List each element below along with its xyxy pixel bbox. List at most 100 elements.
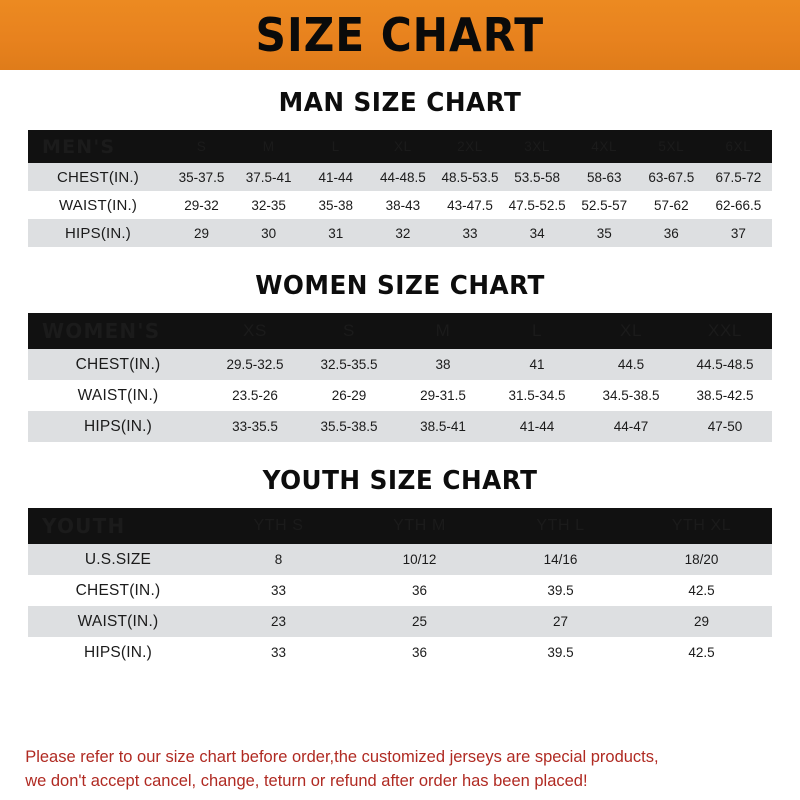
table-row: CHEST(IN.) 29.5-32.5 32.5-35.5 38 41 44.… bbox=[28, 349, 772, 380]
youth-cell: 33 bbox=[270, 583, 287, 598]
youth-size-header: YTH L bbox=[536, 517, 585, 534]
men-cell: 35-37.5 bbox=[178, 169, 225, 185]
men-table-body: CHEST(IN.) 35-37.5 37.5-41 41-44 44-48.5… bbox=[28, 163, 772, 247]
women-cell: 29-31.5 bbox=[420, 388, 466, 403]
youth-cell: 39.5 bbox=[547, 645, 574, 660]
men-row-label: HIPS(IN.) bbox=[65, 224, 131, 242]
table-row: HIPS(IN.) 29 30 31 32 33 34 35 36 37 bbox=[28, 219, 772, 247]
women-cell: 34.5-38.5 bbox=[602, 388, 660, 403]
table-row: WAIST(IN.) 23 25 27 29 bbox=[28, 606, 772, 637]
men-cell: 29 bbox=[194, 225, 210, 241]
men-size-header: S bbox=[196, 139, 207, 154]
women-size-header: XL bbox=[620, 321, 642, 340]
youth-cell: 36 bbox=[411, 583, 428, 598]
youth-row-label: CHEST(IN.) bbox=[75, 581, 161, 599]
table-row: U.S.SIZE 8 10/12 14/16 18/20 bbox=[28, 544, 772, 575]
section-men: MAN SIZE CHART MEN'S S M L XL 2XL 3XL 4X… bbox=[0, 70, 800, 247]
youth-row-label: U.S.SIZE bbox=[84, 550, 152, 568]
men-header-row: MEN'S S M L XL 2XL 3XL 4XL 5XL 6XL bbox=[28, 130, 772, 163]
men-size-header: 5XL bbox=[658, 139, 685, 154]
men-size-header: 2XL bbox=[457, 139, 483, 154]
women-size-header: M bbox=[435, 321, 451, 340]
women-cell: 38 bbox=[435, 357, 451, 372]
footer-disclaimer: Please refer to our size chart before or… bbox=[0, 745, 776, 794]
men-cell: 36 bbox=[663, 225, 679, 241]
women-row-label: HIPS(IN.) bbox=[83, 417, 153, 435]
men-size-header: L bbox=[331, 139, 340, 154]
men-cell: 35-38 bbox=[318, 197, 354, 213]
men-size-header: XL bbox=[394, 139, 412, 154]
youth-cell: 36 bbox=[411, 645, 428, 660]
youth-table-head: YOUTH YTH S YTH M YTH L YTH XL bbox=[28, 508, 772, 544]
women-size-header: L bbox=[531, 321, 543, 340]
men-row-label: WAIST(IN.) bbox=[58, 196, 138, 214]
women-cell: 38.5-41 bbox=[420, 419, 466, 434]
men-size-header: 4XL bbox=[591, 139, 618, 154]
men-cell: 44-48.5 bbox=[379, 169, 426, 185]
women-size-header: S bbox=[343, 321, 355, 340]
women-cell: 38.5-42.5 bbox=[696, 388, 754, 403]
men-size-header: M bbox=[262, 139, 275, 154]
section-women: WOMEN SIZE CHART WOMEN'S XS S M L XL XXL… bbox=[0, 247, 800, 442]
women-size-table: WOMEN'S XS S M L XL XXL CHEST(IN.) 29.5-… bbox=[28, 313, 772, 442]
table-row: HIPS(IN.) 33 36 39.5 42.5 bbox=[28, 637, 772, 668]
youth-cell: 29 bbox=[693, 614, 710, 629]
youth-cell: 42.5 bbox=[688, 645, 715, 660]
men-size-header: 6XL bbox=[725, 139, 752, 154]
youth-cell: 33 bbox=[270, 645, 287, 660]
men-size-table: MEN'S S M L XL 2XL 3XL 4XL 5XL 6XL CHEST… bbox=[28, 130, 772, 247]
women-cell: 44-47 bbox=[613, 419, 649, 434]
youth-size-header: YTH XL bbox=[671, 517, 732, 534]
youth-size-header: YTH M bbox=[393, 517, 446, 534]
men-cell: 48.5-53.5 bbox=[441, 169, 499, 185]
table-row: WAIST(IN.) 29-32 32-35 35-38 38-43 43-47… bbox=[28, 191, 772, 219]
women-cell: 32.5-35.5 bbox=[320, 357, 378, 372]
youth-row-label: WAIST(IN.) bbox=[77, 612, 159, 630]
youth-cell: 8 bbox=[274, 552, 283, 567]
men-cell: 34 bbox=[529, 225, 545, 241]
men-section-title: MAN SIZE CHART bbox=[278, 88, 522, 118]
men-cell: 57-62 bbox=[654, 197, 689, 213]
men-cell: 38-43 bbox=[385, 197, 421, 213]
men-row-label: CHEST(IN.) bbox=[57, 168, 139, 186]
section-youth: YOUTH SIZE CHART YOUTH YTH S YTH M YTH L… bbox=[0, 442, 800, 668]
table-row: CHEST(IN.) 35-37.5 37.5-41 41-44 44-48.5… bbox=[28, 163, 772, 191]
youth-cell: 23 bbox=[270, 614, 287, 629]
women-row-label: CHEST(IN.) bbox=[75, 355, 161, 373]
men-table-head: MEN'S S M L XL 2XL 3XL 4XL 5XL 6XL bbox=[28, 130, 772, 163]
youth-cell: 42.5 bbox=[688, 583, 715, 598]
men-cell: 52.5-57 bbox=[581, 197, 628, 213]
table-row: CHEST(IN.) 33 36 39.5 42.5 bbox=[28, 575, 772, 606]
women-cell: 33-35.5 bbox=[232, 419, 278, 434]
table-row: HIPS(IN.) 33-35.5 35.5-38.5 38.5-41 41-4… bbox=[28, 411, 772, 442]
youth-cell: 39.5 bbox=[547, 583, 574, 598]
men-cell: 43-47.5 bbox=[447, 197, 493, 213]
women-cell: 41 bbox=[529, 357, 545, 372]
women-cell: 35.5-38.5 bbox=[320, 419, 378, 434]
men-corner-label: MEN'S bbox=[42, 135, 116, 158]
men-cell: 30 bbox=[261, 225, 277, 241]
women-cell: 26-29 bbox=[331, 388, 367, 403]
men-cell: 31 bbox=[328, 225, 344, 241]
women-cell: 44.5 bbox=[617, 357, 645, 372]
footer-line-1: Please refer to our size chart before or… bbox=[25, 746, 659, 766]
men-cell: 37.5-41 bbox=[245, 169, 292, 185]
men-cell: 35 bbox=[596, 225, 612, 241]
women-header-row: WOMEN'S XS S M L XL XXL bbox=[28, 313, 772, 349]
youth-row-label: HIPS(IN.) bbox=[83, 643, 153, 661]
table-row: WAIST(IN.) 23.5-26 26-29 29-31.5 31.5-34… bbox=[28, 380, 772, 411]
women-cell: 29.5-32.5 bbox=[226, 357, 284, 372]
women-cell: 23.5-26 bbox=[232, 388, 278, 403]
footer-line-2: we don't accept cancel, change, teturn o… bbox=[25, 771, 588, 791]
women-table-head: WOMEN'S XS S M L XL XXL bbox=[28, 313, 772, 349]
women-section-title: WOMEN SIZE CHART bbox=[255, 271, 545, 301]
men-cell: 37 bbox=[730, 225, 746, 241]
men-table-wrapper: MEN'S S M L XL 2XL 3XL 4XL 5XL 6XL CHEST… bbox=[0, 130, 800, 247]
youth-header-row: YOUTH YTH S YTH M YTH L YTH XL bbox=[28, 508, 772, 544]
women-cell: 41-44 bbox=[519, 419, 555, 434]
men-cell: 33 bbox=[462, 225, 478, 241]
men-cell: 29-32 bbox=[184, 197, 219, 213]
men-cell: 32 bbox=[395, 225, 411, 241]
women-size-header: XXL bbox=[708, 321, 742, 340]
youth-section-title: YOUTH SIZE CHART bbox=[262, 466, 538, 496]
